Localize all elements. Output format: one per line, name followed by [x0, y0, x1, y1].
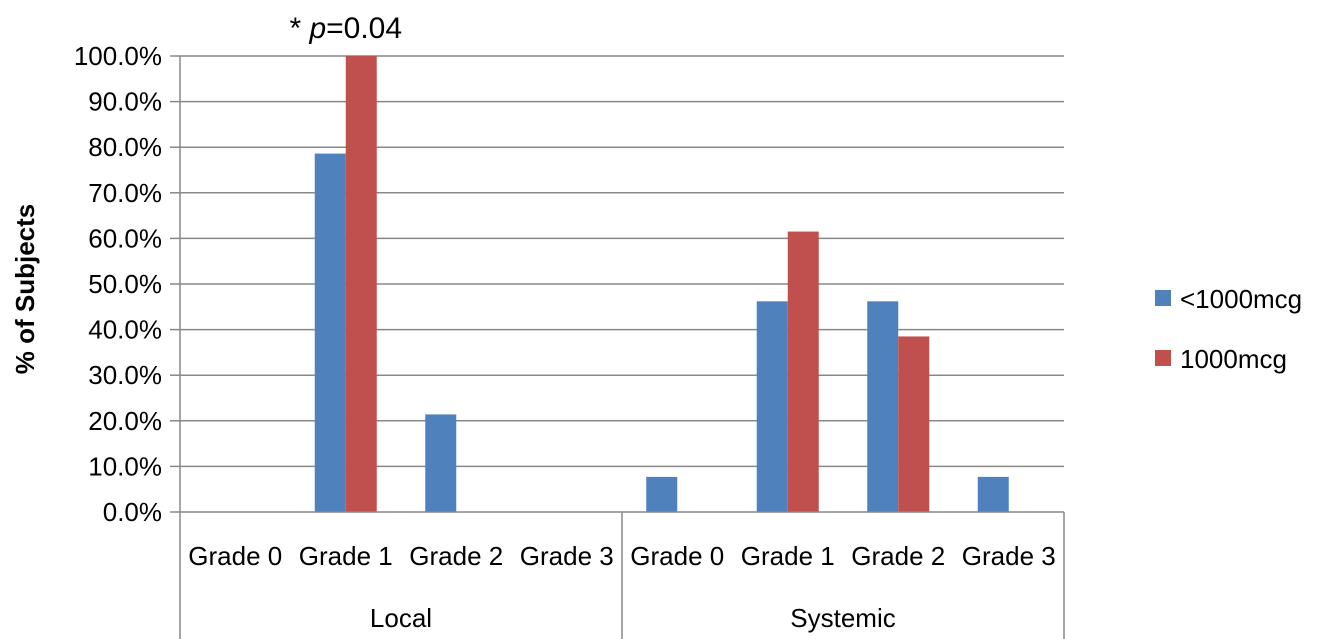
- bar-series-1: [867, 301, 899, 512]
- y-axis-label: % of Subjects: [10, 204, 40, 374]
- bar-series-2: [345, 56, 377, 512]
- y-tick-label: 0.0%: [103, 497, 162, 527]
- y-tick-label: 70.0%: [88, 178, 162, 208]
- legend-label-series-2: 1000mcg: [1180, 344, 1287, 374]
- y-tick-label: 20.0%: [88, 406, 162, 436]
- axes: [179, 56, 1065, 639]
- x-group-label: Systemic: [790, 603, 895, 633]
- gridlines: [170, 55, 1064, 513]
- y-tick-label: 60.0%: [88, 223, 162, 253]
- x-category-label: Grade 3: [962, 541, 1056, 571]
- bar-series-2: [898, 336, 930, 512]
- y-tick-label: 30.0%: [88, 360, 162, 390]
- x-group-labels: Local Systemic: [370, 603, 896, 633]
- y-tick-label: 100.0%: [74, 41, 162, 71]
- annotation-p: p: [308, 12, 326, 45]
- legend: <1000mcg 1000mcg: [1155, 284, 1302, 374]
- x-category-label: Grade 0: [188, 541, 282, 571]
- y-tick-label: 10.0%: [88, 451, 162, 481]
- legend-swatch-series-1: [1155, 290, 1171, 306]
- annotation-value: =0.04: [326, 12, 402, 45]
- legend-label-series-1: <1000mcg: [1180, 284, 1302, 314]
- bar-series-1: [646, 476, 678, 512]
- bar-series-1: [314, 153, 346, 513]
- bar-series-1: [977, 476, 1009, 512]
- y-tick-label: 50.0%: [88, 269, 162, 299]
- bar-series-1: [425, 414, 457, 512]
- x-category-label: Grade 2: [851, 541, 945, 571]
- x-category-label: Grade 3: [520, 541, 614, 571]
- bar-series-1: [756, 301, 788, 512]
- x-category-labels: Grade 0 Grade 1 Grade 2 Grade 3 Grade 0 Grade…: [188, 541, 1055, 571]
- y-tick-label: 80.0%: [88, 132, 162, 162]
- y-tick-label: 40.0%: [88, 315, 162, 345]
- bars: [314, 56, 1009, 513]
- bar-series-2: [787, 231, 819, 512]
- significance-annotation: * p=0.04: [289, 12, 402, 45]
- x-category-label: Grade 0: [630, 541, 724, 571]
- legend-swatch-series-2: [1155, 350, 1171, 366]
- x-group-label: Local: [370, 603, 432, 633]
- y-tick-labels: 0.0% 10.0% 20.0% 30.0% 40.0% 50.0% 60.0% 70.0% 8…: [74, 41, 162, 527]
- x-category-label: Grade 1: [299, 541, 393, 571]
- x-category-label: Grade 1: [741, 541, 835, 571]
- y-tick-label: 90.0%: [88, 87, 162, 117]
- x-category-label: Grade 2: [409, 541, 503, 571]
- annotation-prefix: *: [289, 12, 309, 45]
